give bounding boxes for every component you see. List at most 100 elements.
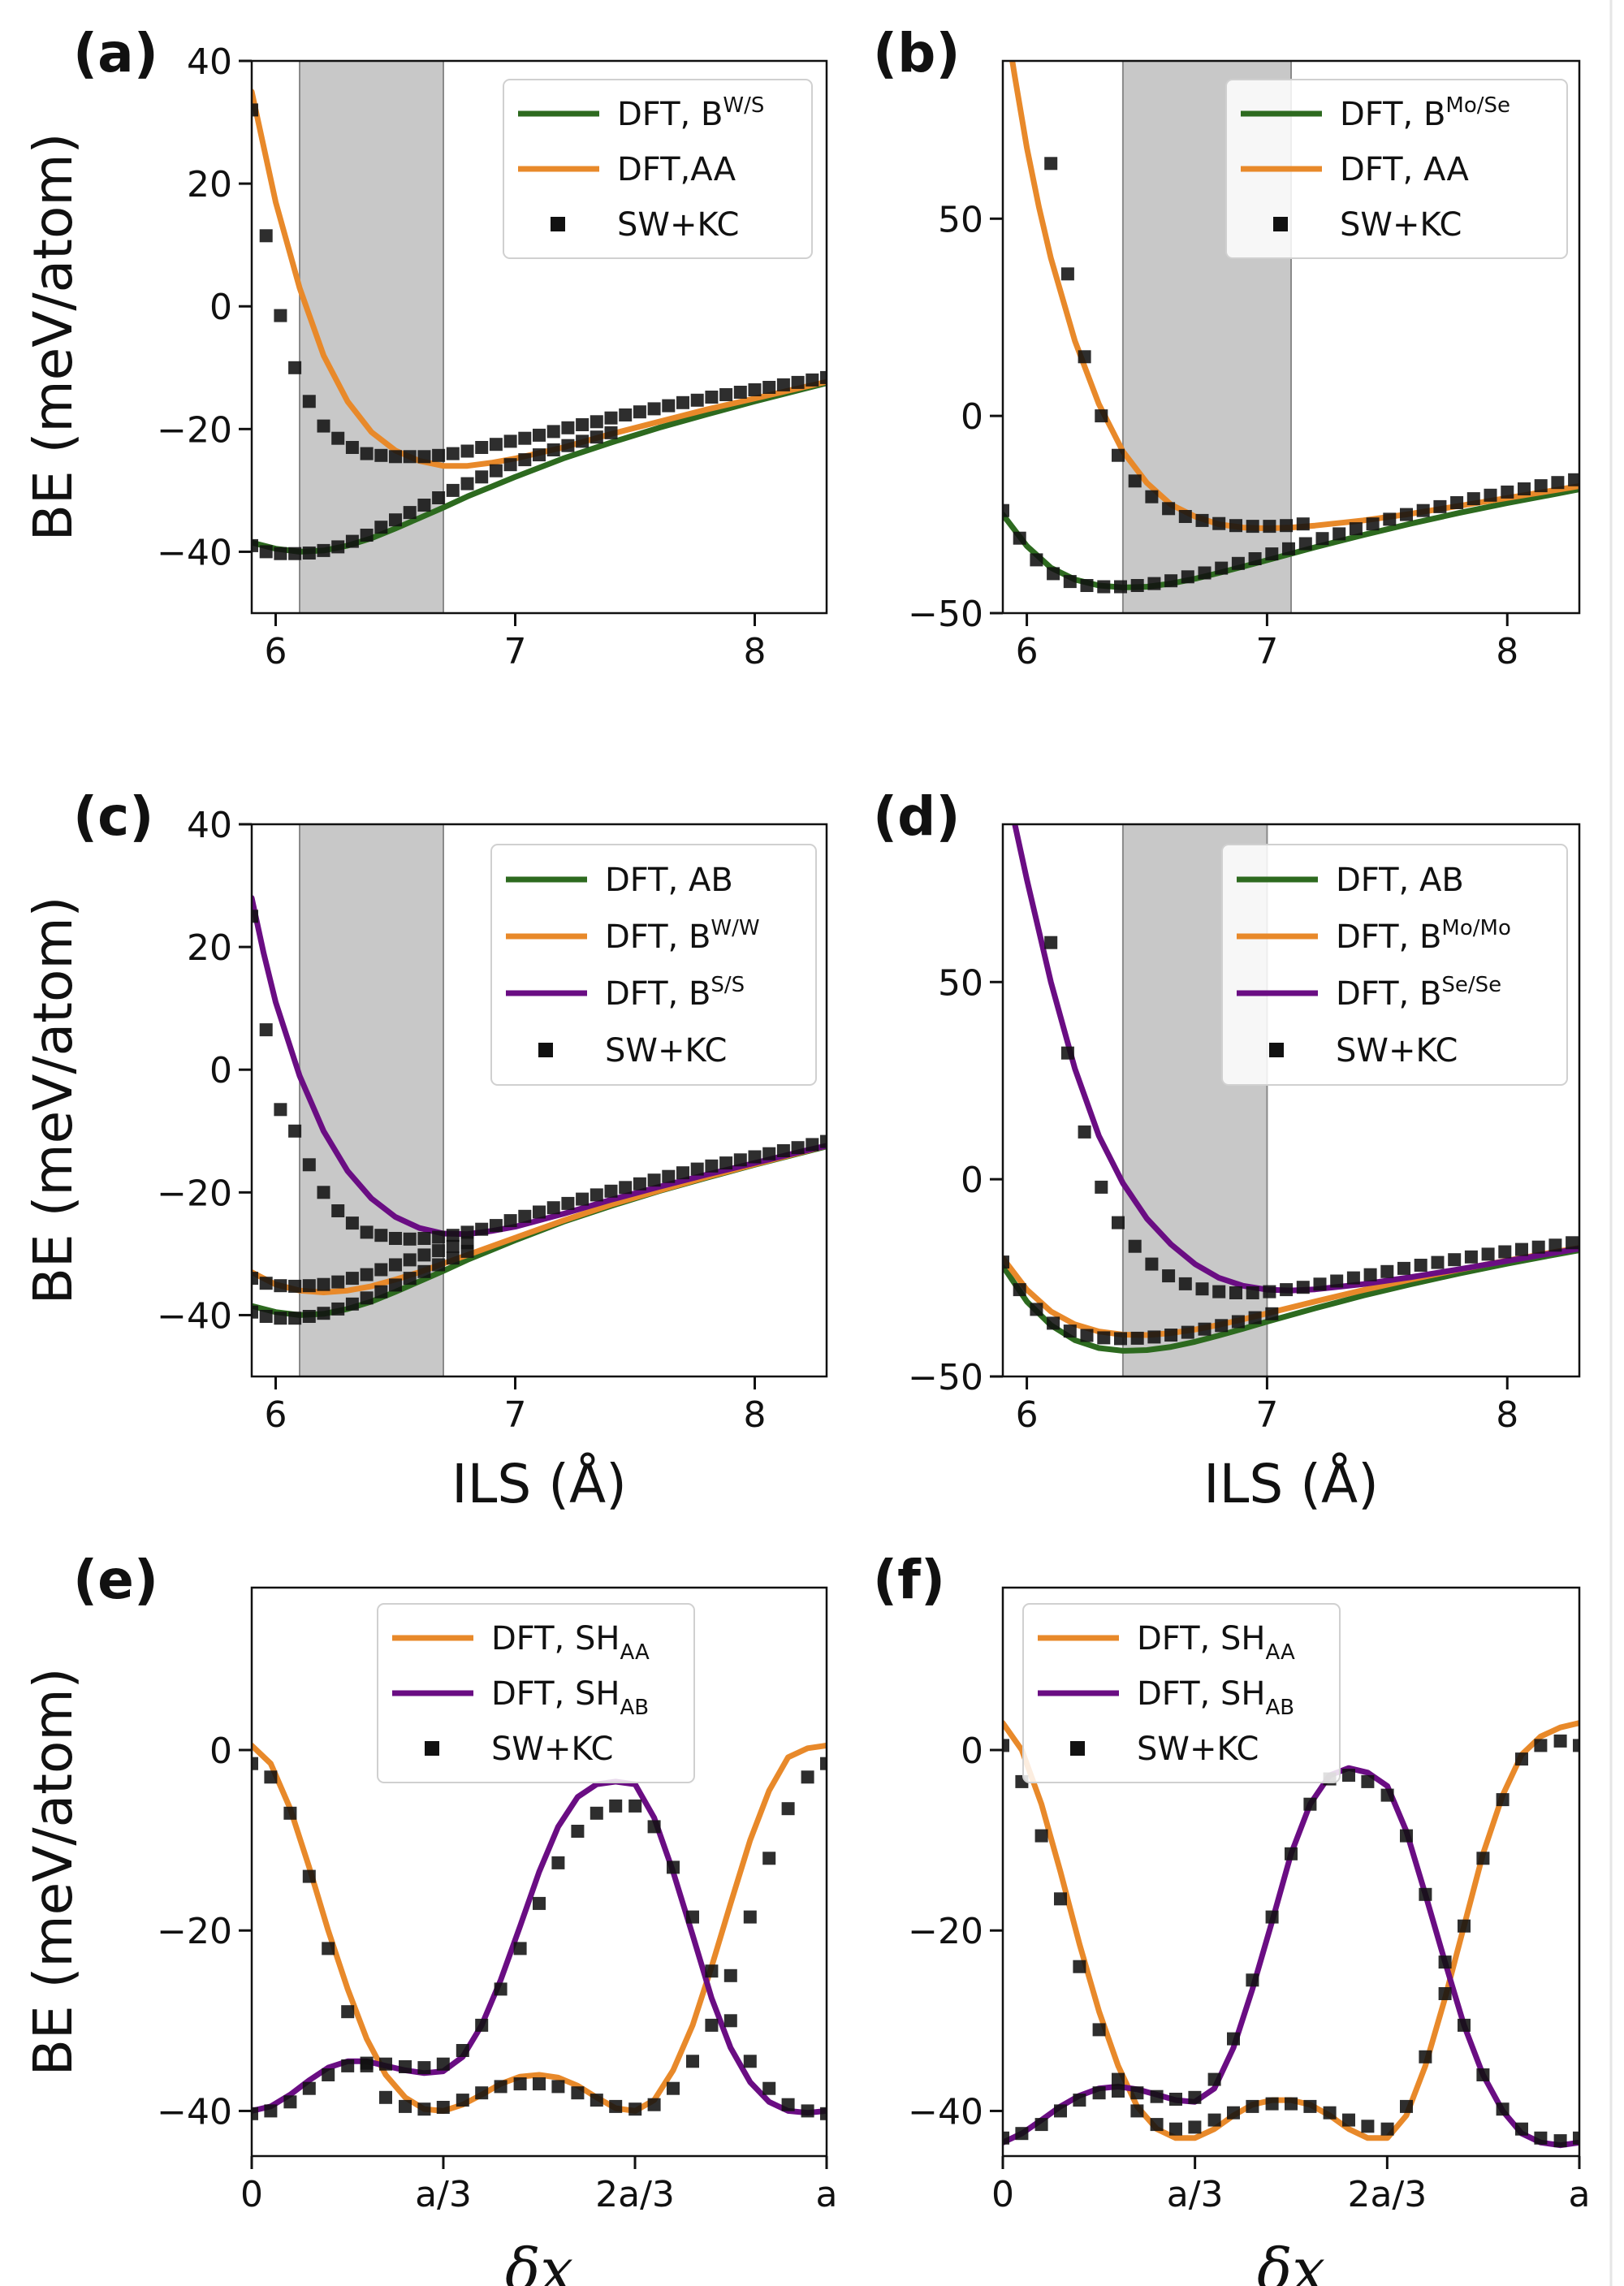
data-point bbox=[1147, 1330, 1161, 1344]
data-point bbox=[1188, 2090, 1202, 2104]
series-line-2 bbox=[1012, 824, 1579, 1294]
x-axis-title: δx bbox=[505, 2236, 573, 2286]
data-point bbox=[590, 2094, 603, 2107]
data-point bbox=[1458, 1919, 1471, 1933]
y-axis-title: BE (meV/atom) bbox=[22, 133, 84, 542]
series-markers-4 bbox=[1003, 1255, 1279, 1346]
data-point bbox=[1097, 580, 1111, 594]
data-point bbox=[647, 1173, 661, 1187]
x-tick-label: 2a/3 bbox=[595, 2174, 675, 2215]
data-point bbox=[719, 1156, 733, 1170]
data-point bbox=[1150, 2089, 1164, 2103]
data-point bbox=[628, 2102, 642, 2116]
x-tick-label: 8 bbox=[744, 631, 767, 672]
data-point bbox=[283, 1806, 297, 1820]
data-point bbox=[403, 506, 417, 520]
legend-entry: DFT, SHAA bbox=[1137, 1620, 1295, 1665]
data-point bbox=[1265, 547, 1279, 561]
data-point bbox=[446, 1229, 460, 1242]
data-point bbox=[1034, 1829, 1048, 1843]
data-point bbox=[1248, 552, 1262, 565]
data-point bbox=[302, 1158, 316, 1172]
data-point bbox=[513, 1942, 527, 1955]
data-point bbox=[1044, 936, 1058, 949]
x-tick-label: 2a/3 bbox=[1347, 2174, 1427, 2215]
y-tick-label: 20 bbox=[187, 164, 232, 205]
data-point bbox=[1573, 2131, 1579, 2145]
series-line-0 bbox=[252, 1742, 827, 2114]
legend-entry: DFT, SHAB bbox=[1137, 1675, 1294, 1720]
y-tick-label: 0 bbox=[961, 1731, 983, 1772]
data-point bbox=[1285, 1847, 1298, 1860]
legend-box bbox=[1022, 1603, 1341, 1783]
x-tick-label: 6 bbox=[1016, 1394, 1039, 1436]
data-point bbox=[590, 430, 603, 444]
data-point bbox=[647, 1820, 661, 1834]
data-point bbox=[546, 443, 560, 456]
data-point bbox=[1054, 2104, 1067, 2118]
data-point bbox=[1246, 520, 1259, 534]
data-point bbox=[1112, 448, 1125, 462]
data-point bbox=[1363, 1268, 1377, 1281]
data-point bbox=[546, 1201, 560, 1215]
data-point bbox=[748, 383, 762, 396]
data-point bbox=[1229, 1286, 1242, 1299]
y-tick-label: 50 bbox=[938, 199, 983, 240]
data-point bbox=[1188, 2120, 1202, 2134]
legend-entry: DFT, AB bbox=[1336, 862, 1464, 899]
data-point bbox=[1080, 1329, 1094, 1342]
data-point bbox=[1568, 473, 1579, 486]
x-tick-label: a bbox=[816, 2174, 838, 2215]
legend-box bbox=[377, 1603, 695, 1783]
data-point bbox=[1380, 2122, 1394, 2136]
data-point bbox=[1515, 1242, 1528, 1256]
legend-entry: DFT, AB bbox=[605, 862, 733, 899]
data-point bbox=[317, 1277, 330, 1291]
data-point bbox=[360, 2056, 374, 2070]
data-point bbox=[1397, 1261, 1410, 1275]
data-point bbox=[604, 1184, 618, 1198]
data-point bbox=[820, 2107, 827, 2120]
data-point bbox=[1195, 513, 1209, 527]
data-point bbox=[1078, 350, 1091, 364]
data-point bbox=[561, 1196, 575, 1210]
legend: DFT, SHAA DFT, SHAB SW+KC bbox=[377, 1603, 695, 1783]
x-tick-label: 6 bbox=[265, 1394, 287, 1436]
data-point bbox=[322, 1942, 335, 1955]
data-point bbox=[1130, 2104, 1144, 2118]
legend-entry: DFT, BS/S bbox=[605, 973, 745, 1013]
panel-label: (a) bbox=[73, 22, 158, 84]
data-point bbox=[1400, 2099, 1413, 2113]
data-point bbox=[1265, 2097, 1279, 2111]
data-point bbox=[1450, 496, 1464, 509]
x-axis-title: δx bbox=[1257, 2236, 1325, 2286]
data-point bbox=[533, 1205, 546, 1219]
data-point bbox=[1128, 474, 1142, 488]
data-point bbox=[762, 1852, 776, 1865]
x-tick-label: 7 bbox=[1255, 631, 1278, 672]
data-point bbox=[1130, 2086, 1144, 2100]
data-point bbox=[762, 381, 776, 394]
data-point bbox=[456, 2094, 469, 2107]
panel-b: 50 0 −50 6 7 8 (b) DFT, BMo/Se DFT, AA SW+KC bbox=[873, 22, 1581, 672]
panel-label: (d) bbox=[873, 785, 961, 848]
data-point bbox=[264, 2104, 278, 2118]
data-point bbox=[1013, 531, 1026, 545]
data-point bbox=[302, 395, 316, 408]
data-point bbox=[1431, 1255, 1445, 1269]
data-point bbox=[1263, 1285, 1276, 1299]
y-tick-label: −40 bbox=[157, 532, 232, 573]
data-point bbox=[374, 1263, 388, 1277]
data-point bbox=[719, 388, 733, 401]
data-point bbox=[1246, 1286, 1259, 1299]
data-point bbox=[288, 1279, 302, 1293]
series-line-0 bbox=[1003, 1247, 1579, 1354]
data-point bbox=[360, 447, 374, 460]
data-point bbox=[264, 1770, 278, 1784]
data-point bbox=[1207, 2113, 1221, 2127]
data-point bbox=[1438, 1955, 1452, 1969]
data-point bbox=[806, 373, 819, 387]
data-point bbox=[1380, 1788, 1394, 1802]
data-point bbox=[513, 2077, 527, 2091]
data-point bbox=[1164, 1329, 1178, 1342]
